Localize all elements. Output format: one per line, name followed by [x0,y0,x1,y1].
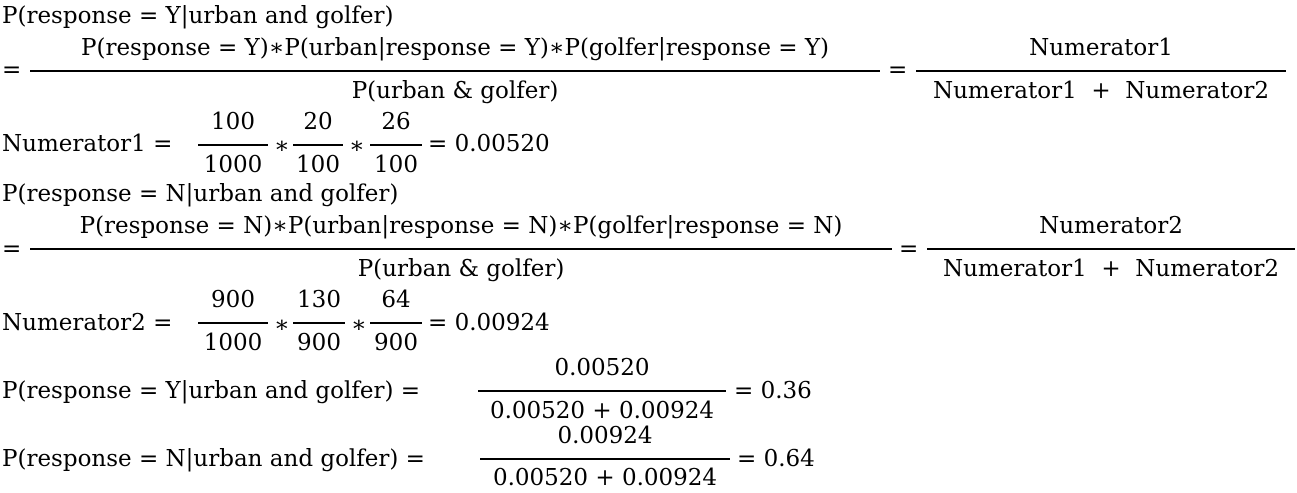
num1-times2: ∗ [349,133,365,159]
block1-frac2-numerator: Numerator1 [1029,35,1173,61]
num1-frac1-denominator: 1000 [203,152,263,178]
block1-heading: P(response = Y|urban and golfer) [2,3,394,29]
block1-frac1-denominator: P(urban & golfer) [351,78,559,104]
num2-frac2-denominator: 900 [297,330,341,356]
block1-frac2-bar [916,70,1286,72]
num1-frac1-bar [198,144,268,146]
block2-eq-sign: = [2,236,22,262]
block1-eq-sign2: = [888,57,908,83]
block1-frac2-denominator: Numerator1 + Numerator2 [932,78,1270,104]
block1-frac1-bar [30,70,880,72]
block1-frac1-numerator: P(response = Y)∗P(urban|response = Y)∗P(… [81,35,829,61]
block2-frac2-numerator: Numerator2 [1039,213,1183,239]
result-n-denominator: 0.00520 + 0.00924 [492,465,718,491]
block1-eq-sign: = [2,57,22,83]
num2-frac2-numerator: 130 [297,287,341,313]
num1-frac3-denominator: 100 [374,152,418,178]
num2-times1: ∗ [274,312,290,338]
num2-result: = 0.00924 [428,310,550,336]
block2-heading: P(response = N|urban and golfer) [2,181,399,207]
num1-frac3-numerator: 26 [381,109,411,135]
num1-times1: ∗ [274,133,290,159]
block2-frac1-denominator: P(urban & golfer) [357,256,565,282]
result-n-value: = 0.64 [737,446,815,472]
block2-frac1-numerator: P(response = N)∗P(urban|response = N)∗P(… [79,213,843,239]
num2-frac1-numerator: 900 [211,287,255,313]
result-y-denominator: 0.00520 + 0.00924 [489,398,715,424]
block2-eq-sign2: = [899,236,919,262]
num2-label: Numerator2 = [2,310,173,336]
num2-frac3-numerator: 64 [381,287,411,313]
result-y-label: P(response = Y|urban and golfer) = [2,378,421,404]
num1-result: = 0.00520 [428,131,550,157]
block2-frac2-denominator: Numerator1 + Numerator2 [942,256,1280,282]
num1-frac3-bar [370,144,422,146]
result-y-numerator: 0.00520 [554,355,650,381]
num2-frac1-bar [198,322,268,324]
result-y-bar [478,390,726,392]
num2-times2: ∗ [351,312,367,338]
num2-frac3-bar [370,322,422,324]
num1-frac2-numerator: 20 [303,109,333,135]
num1-frac2-denominator: 100 [296,152,340,178]
block2-frac1-bar [30,248,892,250]
num1-label: Numerator1 = [2,131,173,157]
num1-frac2-bar [293,144,343,146]
num2-frac1-denominator: 1000 [203,330,263,356]
num2-frac2-bar [293,322,345,324]
num1-frac1-numerator: 100 [211,109,255,135]
num2-frac3-denominator: 900 [374,330,418,356]
result-n-bar [480,458,730,460]
result-n-label: P(response = N|urban and golfer) = [2,446,425,472]
result-n-numerator: 0.00924 [557,423,653,449]
block2-frac2-bar [927,248,1295,250]
result-y-value: = 0.36 [734,378,812,404]
